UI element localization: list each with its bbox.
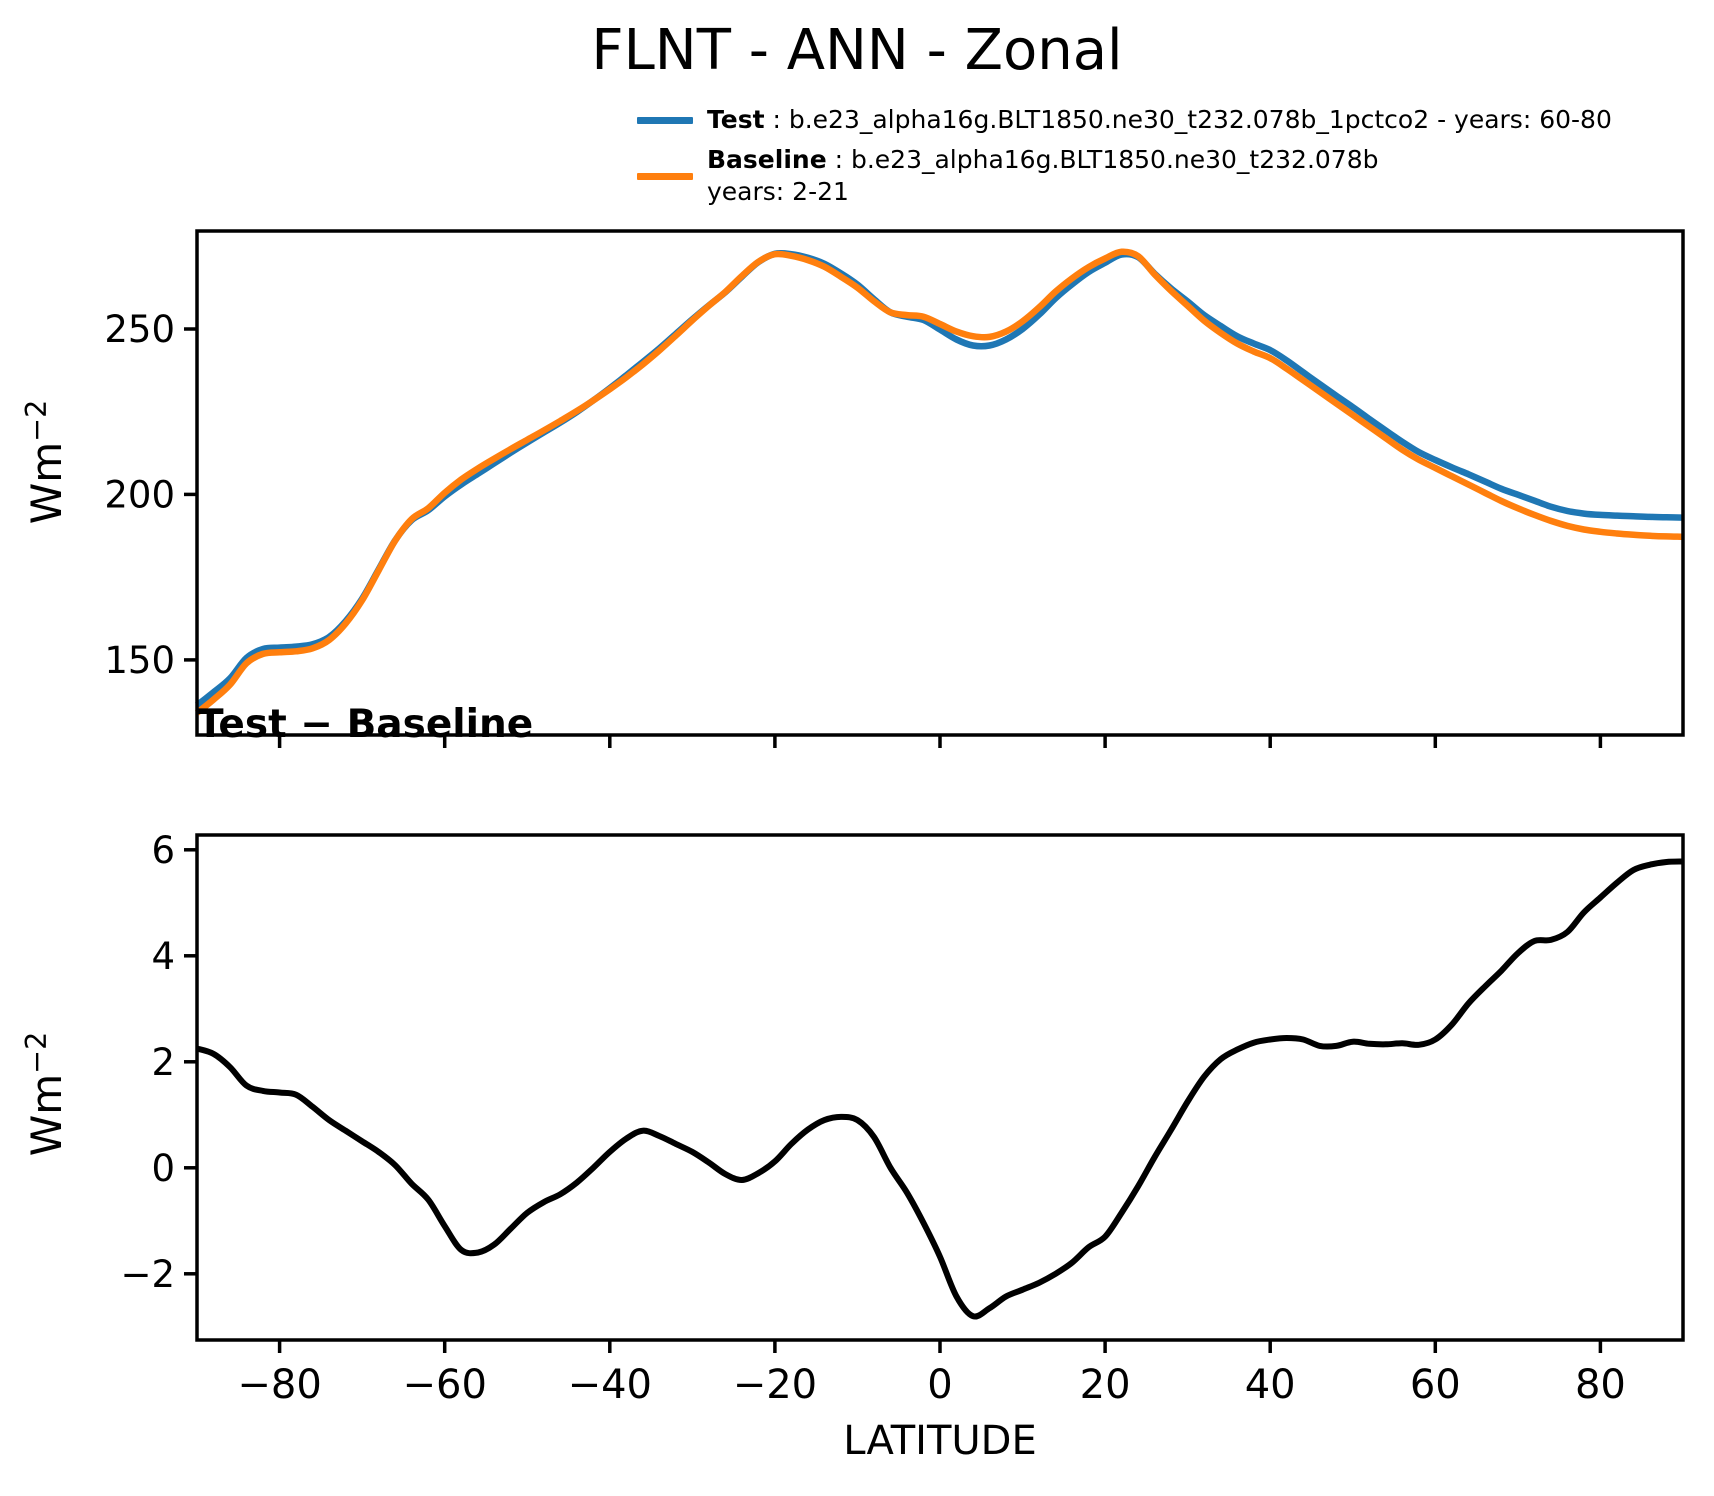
x-tick-label: −60 — [402, 1362, 486, 1408]
x-tick-label: 0 — [927, 1362, 952, 1408]
y-tick-label-bottom: −2 — [120, 1253, 175, 1296]
x-tick-label: 20 — [1080, 1362, 1131, 1408]
y-tick-label-top: 250 — [104, 308, 175, 351]
diff-panel-title: Test − Baseline — [197, 702, 534, 747]
x-tick-label: −40 — [568, 1362, 652, 1408]
legend-entry-baseline: Baseline : b.e23_alpha16g.BLT1850.ne30_t… — [637, 144, 1612, 208]
y-tick-label-bottom: 2 — [151, 1041, 175, 1084]
test-line-swatch — [637, 116, 693, 124]
x-tick-label: 40 — [1245, 1362, 1296, 1408]
x-tick-label: 80 — [1575, 1362, 1626, 1408]
series-line-diff — [196, 858, 1684, 1320]
y-tick-label-top: 150 — [104, 639, 175, 682]
legend-baseline-name: Baseline — [707, 145, 827, 174]
legend-entry-baseline-label: Baseline : b.e23_alpha16g.BLT1850.ne30_t… — [707, 144, 1378, 208]
legend-test-detail: : b.e23_alpha16g.BLT1850.ne30_t232.078b_… — [764, 105, 1612, 134]
x-tick-label: −20 — [733, 1362, 817, 1408]
x-tick-label: −80 — [237, 1362, 321, 1408]
legend-baseline-detail: : b.e23_alpha16g.BLT1850.ne30_t232.078b — [826, 145, 1379, 174]
bottom-y-axis-label: Wm−2 — [19, 1031, 71, 1157]
legend-baseline-years: years: 2-21 — [707, 177, 849, 206]
y-tick-label-top: 200 — [104, 473, 175, 516]
legend: Test : b.e23_alpha16g.BLT1850.ne30_t232.… — [637, 104, 1612, 216]
baseline-line-swatch — [637, 172, 693, 180]
series-line-baseline — [194, 248, 1684, 716]
y-tick-label-bottom: 4 — [151, 935, 175, 978]
legend-entry-test: Test : b.e23_alpha16g.BLT1850.ne30_t232.… — [637, 104, 1612, 136]
top-y-axis-label: Wm−2 — [19, 399, 71, 525]
x-axis-label: LATITUDE — [843, 1418, 1037, 1464]
x-tick-label: 60 — [1410, 1362, 1461, 1408]
y-tick-label-bottom: 6 — [151, 829, 175, 872]
legend-test-name: Test — [707, 105, 765, 134]
y-tick-label-bottom: 0 — [151, 1147, 175, 1190]
figure-title: FLNT - ANN - Zonal — [591, 18, 1123, 83]
legend-entry-test-label: Test : b.e23_alpha16g.BLT1850.ne30_t232.… — [707, 104, 1612, 136]
